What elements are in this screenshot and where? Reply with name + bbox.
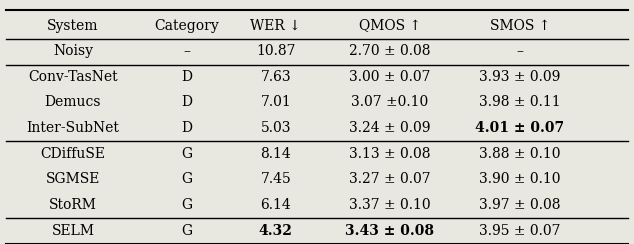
Text: G: G xyxy=(181,224,193,238)
Text: 3.93 ± 0.09: 3.93 ± 0.09 xyxy=(479,70,560,84)
Text: 3.88 ± 0.10: 3.88 ± 0.10 xyxy=(479,147,560,161)
Text: 4.32: 4.32 xyxy=(259,224,293,238)
Text: Inter-SubNet: Inter-SubNet xyxy=(27,121,119,135)
Text: 4.01 ± 0.07: 4.01 ± 0.07 xyxy=(476,121,564,135)
Text: System: System xyxy=(47,19,99,33)
Text: 10.87: 10.87 xyxy=(256,44,295,58)
Text: 3.13 ± 0.08: 3.13 ± 0.08 xyxy=(349,147,430,161)
Text: D: D xyxy=(181,95,193,110)
Text: 8.14: 8.14 xyxy=(261,147,291,161)
Text: D: D xyxy=(181,70,193,84)
Text: G: G xyxy=(181,147,193,161)
Text: 3.37 ± 0.10: 3.37 ± 0.10 xyxy=(349,198,430,212)
Text: 3.07 ±0.10: 3.07 ±0.10 xyxy=(351,95,429,110)
Text: SGMSE: SGMSE xyxy=(46,172,100,186)
Text: D: D xyxy=(181,121,193,135)
Text: –: – xyxy=(516,44,524,58)
Text: Demucs: Demucs xyxy=(44,95,101,110)
Text: 3.00 ± 0.07: 3.00 ± 0.07 xyxy=(349,70,430,84)
Text: 7.01: 7.01 xyxy=(261,95,291,110)
Text: 3.95 ± 0.07: 3.95 ± 0.07 xyxy=(479,224,560,238)
Text: 5.03: 5.03 xyxy=(261,121,291,135)
Text: 2.70 ± 0.08: 2.70 ± 0.08 xyxy=(349,44,430,58)
Text: 7.45: 7.45 xyxy=(261,172,291,186)
Text: 3.43 ± 0.08: 3.43 ± 0.08 xyxy=(346,224,434,238)
Text: 3.97 ± 0.08: 3.97 ± 0.08 xyxy=(479,198,560,212)
Text: WER ↓: WER ↓ xyxy=(250,19,301,33)
Text: Noisy: Noisy xyxy=(53,44,93,58)
Text: 3.27 ± 0.07: 3.27 ± 0.07 xyxy=(349,172,430,186)
Text: 3.98 ± 0.11: 3.98 ± 0.11 xyxy=(479,95,560,110)
Text: Category: Category xyxy=(155,19,219,33)
Text: QMOS ↑: QMOS ↑ xyxy=(359,19,421,33)
Text: –: – xyxy=(183,44,191,58)
Text: G: G xyxy=(181,198,193,212)
Text: 3.90 ± 0.10: 3.90 ± 0.10 xyxy=(479,172,560,186)
Text: CDiffuSE: CDiffuSE xyxy=(41,147,105,161)
Text: G: G xyxy=(181,172,193,186)
Text: 7.63: 7.63 xyxy=(261,70,291,84)
Text: Conv-TasNet: Conv-TasNet xyxy=(28,70,118,84)
Text: StoRM: StoRM xyxy=(49,198,97,212)
Text: SMOS ↑: SMOS ↑ xyxy=(489,19,550,33)
Text: 3.24 ± 0.09: 3.24 ± 0.09 xyxy=(349,121,430,135)
Text: 6.14: 6.14 xyxy=(261,198,291,212)
Text: SELM: SELM xyxy=(51,224,94,238)
